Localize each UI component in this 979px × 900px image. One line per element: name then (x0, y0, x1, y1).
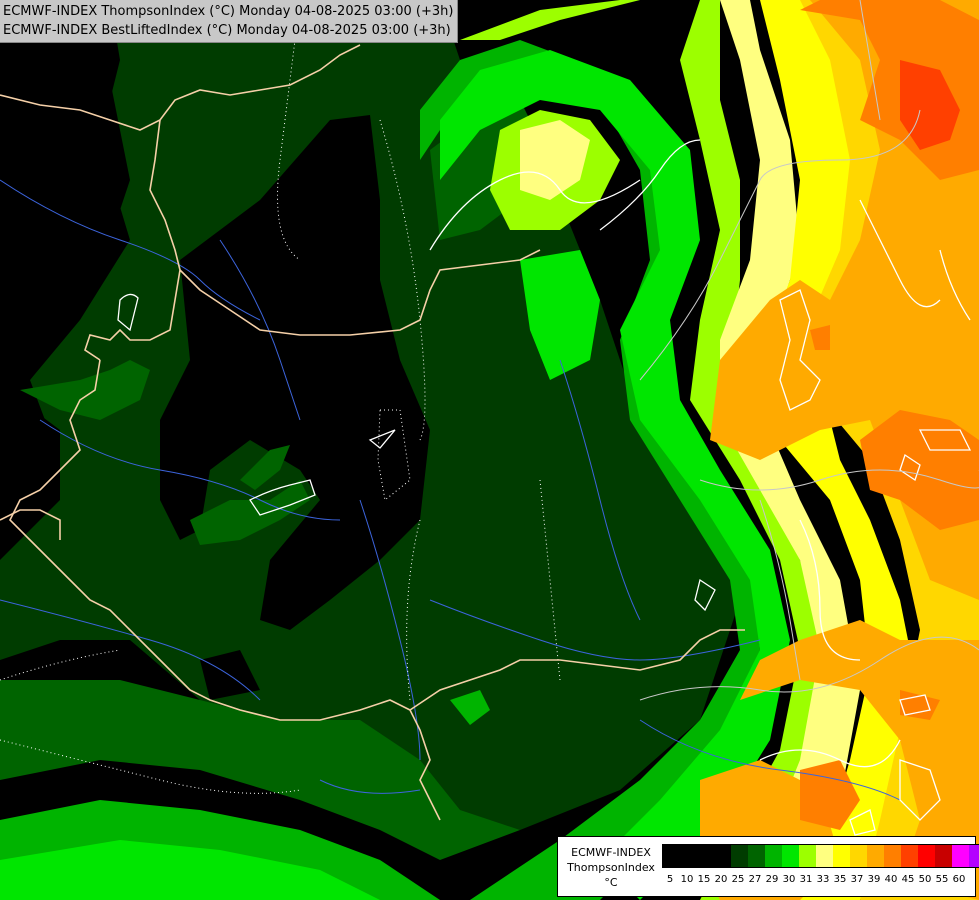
legend-tick-label: 35 (833, 874, 847, 885)
legend-swatch (935, 845, 952, 867)
legend-swatch (680, 845, 697, 867)
contour-lines (117, 139, 972, 836)
field-39-40-east (860, 410, 979, 530)
field-37-39-south (740, 620, 979, 900)
legend-unit: °C (604, 876, 618, 889)
legend-swatch (850, 845, 867, 867)
legend-tick-label: 40 (884, 874, 898, 885)
legend-tick-label: 20 (714, 874, 728, 885)
legend-tick-label: 39 (867, 874, 881, 885)
legend-swatch (782, 845, 799, 867)
field-25-27-patch2 (190, 480, 310, 545)
country-borders (0, 44, 745, 821)
legend-title-model: ECMWF-INDEX (571, 846, 651, 859)
legend-tick-label: 60 (952, 874, 966, 885)
legend-swatch (765, 845, 782, 867)
legend-swatch (748, 845, 765, 867)
legend-tick-label: 31 (799, 874, 813, 885)
legend-swatch (714, 845, 731, 867)
legend-tick-label: 30 (782, 874, 796, 885)
field-39-40-mid (810, 325, 830, 350)
legend-title-index: ThompsonIndex (567, 861, 655, 874)
legend-tick-label: 27 (748, 874, 762, 885)
legend-tick-label: 50 (918, 874, 932, 885)
legend-title: ECMWF-INDEX ThompsonIndex °C (564, 845, 658, 890)
legend-swatch (816, 845, 833, 867)
map-title-box: ECMWF-INDEX ThompsonIndex (°C) Monday 04… (0, 0, 459, 43)
field-lt20-center (160, 115, 430, 630)
color-legend: ECMWF-INDEX ThompsonIndex °C 5 10 15 20 25 27… (557, 836, 979, 897)
legend-swatch (918, 845, 935, 867)
legend-swatch (867, 845, 884, 867)
title-line-bestlifted: ECMWF-INDEX BestLiftedIndex (°C) Monday … (3, 23, 451, 38)
field-39-40-se (800, 760, 860, 830)
field-29-30-sw (0, 840, 380, 900)
legend-tick-label: 37 (850, 874, 864, 885)
legend-tick-label: 33 (816, 874, 830, 885)
field-25-27-patch3 (240, 445, 290, 490)
legend-tick-label: 55 (935, 874, 949, 885)
field-lt20-west (0, 0, 130, 560)
legend-swatch (884, 845, 901, 867)
field-29-30-inner (520, 250, 600, 380)
grey-borders (639, 0, 979, 701)
field-29-30 (440, 50, 790, 900)
legend-tick-label: 29 (765, 874, 779, 885)
legend-swatch (799, 845, 816, 867)
legend-swatch (731, 845, 748, 867)
rivers (0, 179, 901, 801)
field-31-33-inner (520, 120, 590, 200)
field-40-45 (900, 60, 960, 150)
legend-swatch (952, 845, 969, 867)
legend-swatch (697, 845, 714, 867)
dotted-contours (0, 0, 561, 794)
field-25-27-patch1 (20, 360, 150, 420)
legend-tick-label: 10 (680, 874, 694, 885)
legend-tick-label: 25 (731, 874, 745, 885)
legend-swatch (663, 845, 680, 867)
legend-tick-label: 15 (697, 874, 711, 885)
legend-swatch (969, 845, 979, 867)
field-25-27 (0, 680, 520, 860)
field-27-29-patch (450, 690, 490, 725)
title-line-thompson: ECMWF-INDEX ThompsonIndex (°C) Monday 04… (3, 4, 454, 19)
legend-tick-label: 5 (666, 874, 674, 885)
legend-swatch (833, 845, 850, 867)
legend-swatch (901, 845, 918, 867)
legend-tick-label: 45 (901, 874, 915, 885)
legend-color-bar (662, 844, 979, 868)
